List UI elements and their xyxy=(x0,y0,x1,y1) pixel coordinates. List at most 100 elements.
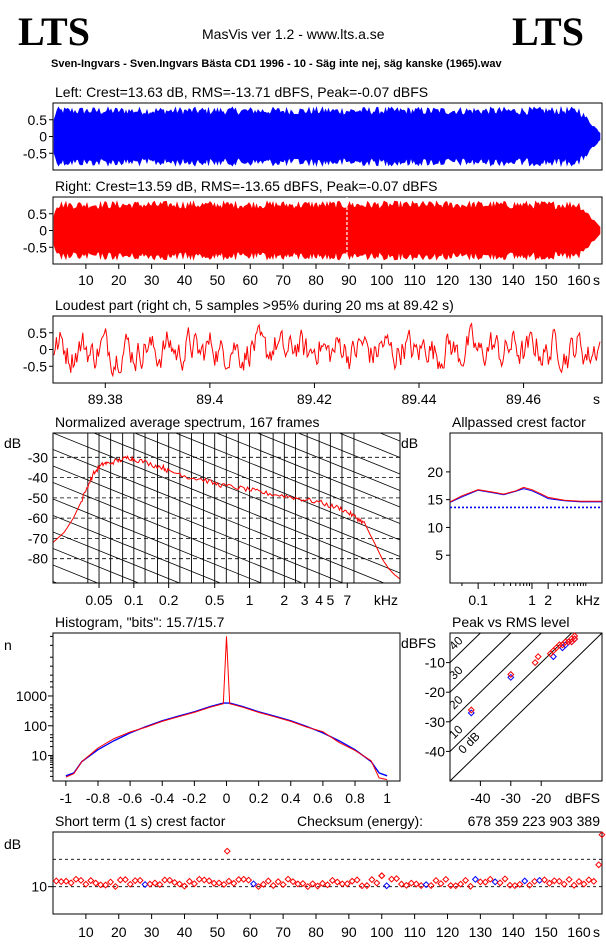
stcrest-point xyxy=(402,881,410,889)
histogram-ylabel: n xyxy=(4,637,12,653)
right_waveform-xtick-label: 110 xyxy=(403,272,426,288)
stcrest-title: Short term (1 s) crest factor xyxy=(55,813,226,829)
stcrest-point xyxy=(116,876,124,884)
histogram-xtick-label: -0.6 xyxy=(118,790,142,806)
loudest-frame xyxy=(52,315,603,384)
spectrum-xtick-label: 5 xyxy=(326,592,334,608)
left_waveform-title: Left: Crest=13.63 dB, RMS=-13.71 dBFS, P… xyxy=(55,84,428,100)
stcrest-point xyxy=(516,880,524,888)
pvr-ylabel: dBFS xyxy=(401,635,436,651)
stcrest-point xyxy=(254,882,262,891)
stcrest-point xyxy=(264,877,272,885)
stcrest-xtick-label: 90 xyxy=(341,924,357,940)
histogram-ytick-label: 100 xyxy=(24,718,48,734)
stcrest-point xyxy=(378,872,386,880)
crest-ytick-label: 20 xyxy=(427,464,443,480)
histogram-xtick-label: -0.2 xyxy=(182,790,206,806)
loudest-ytick-label: -0.5 xyxy=(23,358,47,374)
stcrest-checksum-label: Checksum (energy): xyxy=(297,813,423,829)
crest-ytick-label: 10 xyxy=(427,519,443,535)
stcrest-xtick-label: 110 xyxy=(403,924,426,940)
stcrest-xtick-label: 40 xyxy=(177,924,193,940)
stcrest-point xyxy=(102,881,110,889)
stcrest-point xyxy=(185,877,193,885)
spectrum-xunit: kHz xyxy=(374,592,398,608)
right_waveform-xtick-label: 100 xyxy=(370,272,394,288)
pvr-title: Peak vs RMS level xyxy=(452,614,569,630)
right_waveform-xtick-label: 60 xyxy=(242,272,258,288)
right_waveform-title: Right: Crest=13.59 dB, RMS=-13.65 dBFS, … xyxy=(55,178,437,194)
stcrest-xtick-label: 130 xyxy=(469,924,493,940)
spectrum-ytick-label: -30 xyxy=(28,449,48,465)
left_waveform-envelope xyxy=(53,105,601,168)
stcrest-point xyxy=(521,877,529,885)
left_waveform-ytick-label: 0 xyxy=(39,129,47,145)
pvr-xlabel: dBFS xyxy=(565,790,600,806)
stcrest-point xyxy=(249,880,258,888)
stcrest-xtick-label: 30 xyxy=(144,924,160,940)
stcrest-xtick-label: 100 xyxy=(370,924,394,940)
spectrum-ytick-label: -40 xyxy=(28,470,48,486)
stcrest-point xyxy=(161,876,169,884)
stcrest-point xyxy=(284,875,292,883)
spectrum-ytick-label: -80 xyxy=(28,551,48,567)
stcrest-outlier xyxy=(378,872,386,880)
stcrest-point xyxy=(259,880,267,888)
stcrest-point xyxy=(388,875,396,883)
stcrest-point xyxy=(412,880,420,888)
stcrest-point xyxy=(245,876,253,884)
stcrest-point xyxy=(333,878,341,886)
loudest-xtick-label: 89.46 xyxy=(506,391,541,407)
right_waveform-xtick-label: 130 xyxy=(469,272,493,288)
stcrest-point xyxy=(358,882,366,890)
spectrum-ytick-label: -50 xyxy=(28,490,48,506)
stcrest-point xyxy=(343,880,351,888)
pvr-xtick-label: -40 xyxy=(470,790,490,806)
loudest-ytick-label: 0 xyxy=(39,342,47,358)
stcrest-point xyxy=(476,878,484,886)
logo-right: LTS xyxy=(512,9,584,54)
right_waveform-xtick-label: 10 xyxy=(78,272,94,288)
crest-ylabel: dB xyxy=(401,435,418,451)
stcrest-xtick-label: 70 xyxy=(275,924,291,940)
stcrest-point xyxy=(501,875,509,883)
crest-title: Allpassed crest factor xyxy=(452,414,586,430)
histogram-xtick-label: 0.8 xyxy=(345,790,365,806)
stcrest-outlier xyxy=(595,861,603,869)
stcrest-point xyxy=(195,875,203,883)
loudest-xunit: s xyxy=(593,391,600,407)
loudest-xtick-label: 89.44 xyxy=(401,391,436,407)
stcrest-point xyxy=(511,882,519,890)
pvr-point-right xyxy=(467,706,475,714)
left_waveform-ytick-label: -0.5 xyxy=(23,145,47,161)
stcrest-point xyxy=(531,877,539,885)
right_waveform-xtick-label: 140 xyxy=(502,272,526,288)
right_waveform-xtick-label: 160 xyxy=(567,272,591,288)
loudest-ytick-label: 0.5 xyxy=(28,325,48,341)
right_waveform-ytick-label: 0 xyxy=(39,223,47,239)
crest-ytick-label: 5 xyxy=(435,547,443,563)
stcrest-point xyxy=(590,877,598,885)
stcrest-ylabel: dB xyxy=(4,836,21,852)
stcrest-point xyxy=(289,878,297,886)
stcrest-point xyxy=(141,880,149,889)
pvr-point-right xyxy=(534,653,542,661)
stcrest-frame xyxy=(52,831,603,915)
stcrest-point xyxy=(87,877,95,885)
spectrum-xtick-label: 7 xyxy=(343,592,351,608)
histogram-xtick-label: 0.4 xyxy=(281,790,301,806)
stcrest-point xyxy=(348,877,356,885)
stcrest-point xyxy=(393,875,401,883)
stcrest-point xyxy=(190,880,198,888)
stcrest-point xyxy=(269,882,277,890)
stcrest-xtick-label: 160 xyxy=(567,924,591,940)
spectrum-xtick-label: 0.1 xyxy=(124,592,144,608)
stcrest-point xyxy=(171,878,179,887)
histogram-frame xyxy=(52,632,401,782)
right_waveform-xtick-label: 90 xyxy=(341,272,357,288)
stcrest-point xyxy=(146,880,154,888)
spectrum-title: Normalized average spectrum, 167 frames xyxy=(55,414,320,430)
stcrest-point xyxy=(92,879,100,887)
stcrest-point xyxy=(151,879,159,887)
stcrest-point xyxy=(560,880,568,888)
